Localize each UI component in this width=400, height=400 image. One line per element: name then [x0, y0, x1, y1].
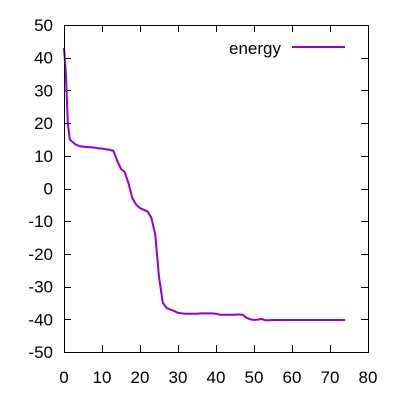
x-tick-label: 60	[283, 368, 302, 387]
y-tick-label: -40	[28, 310, 53, 329]
y-tick-label: 10	[34, 147, 53, 166]
y-tick-label: 50	[34, 16, 53, 35]
x-tick-label: 0	[59, 368, 68, 387]
axis-tick-labels: 0 10 20 30 40 50 60 70 80 50 40 30 20 10 0 -10 -20 -30 -40…	[28, 16, 377, 387]
x-tick-label: 70	[321, 368, 340, 387]
y-tick-label: 40	[34, 49, 53, 68]
y-tick-label: 0	[44, 180, 53, 199]
plot-frame	[64, 25, 369, 353]
y-tick-label: -50	[28, 343, 53, 362]
series-line-energy	[63, 47, 346, 322]
axis-ticks	[64, 25, 369, 353]
x-tick-label: 10	[93, 368, 112, 387]
x-tick-label: 20	[131, 368, 150, 387]
y-tick-label: -30	[28, 278, 53, 297]
y-tick-label: -10	[28, 212, 53, 231]
x-tick-label: 50	[245, 368, 264, 387]
legend-label-energy: energy	[229, 39, 281, 58]
x-tick-label: 30	[169, 368, 188, 387]
series-layer	[63, 47, 346, 322]
y-tick-label: 20	[34, 114, 53, 133]
y-tick-label: 30	[34, 81, 53, 100]
legend: energy	[229, 39, 345, 58]
y-tick-label: -20	[28, 245, 53, 264]
x-tick-label: 40	[207, 368, 226, 387]
x-tick-label: 80	[359, 368, 378, 387]
